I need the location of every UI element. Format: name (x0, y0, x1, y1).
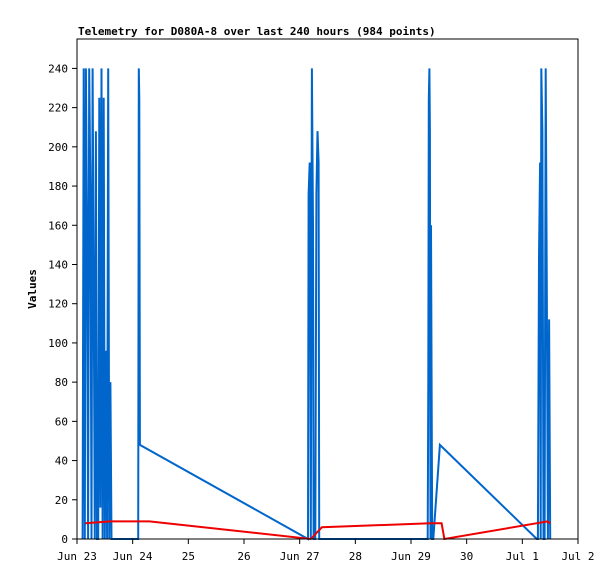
y-tick-label: 60 (55, 415, 68, 428)
x-tick-label: Jul 1 (506, 550, 539, 563)
x-axis: Jun 23 Jun 24 25 26 Jun 27 28 Jun 29 30 Jul 1 Jul… (57, 539, 595, 563)
series-line-1 (81, 68, 552, 541)
y-tick-label: 140 (48, 258, 68, 271)
y-tick-label: 100 (48, 337, 68, 350)
x-tick-label: 28 (349, 550, 362, 563)
y-axis-label: Values (26, 269, 39, 309)
x-tick-label: Jun 27 (280, 550, 320, 563)
x-tick-label: 25 (182, 550, 195, 563)
x-tick-label: Jul 2 (561, 550, 594, 563)
x-tick-label: 30 (460, 550, 473, 563)
x-tick-label: Jun 23 (57, 550, 97, 563)
x-tick-label: Jun 29 (391, 550, 431, 563)
chart-title: Telemetry for D080A-8 over last 240 hour… (78, 25, 436, 38)
series-layer (81, 68, 552, 541)
y-tick-label: 80 (55, 376, 68, 389)
y-tick-label: 0 (61, 533, 68, 546)
y-axis: 0 20 40 60 80 100 120 140 160 180 200 220 240 (48, 62, 77, 546)
y-tick-label: 20 (55, 494, 68, 507)
y-tick-label: 180 (48, 180, 68, 193)
x-tick-label: 26 (237, 550, 250, 563)
series-line-0 (85, 520, 551, 541)
y-tick-label: 240 (48, 62, 68, 75)
y-tick-label: 40 (55, 455, 68, 468)
plot-frame (76, 38, 579, 540)
y-tick-label: 220 (48, 102, 68, 115)
x-tick-label: Jun 24 (113, 550, 153, 563)
y-tick-label: 200 (48, 141, 68, 154)
y-tick-label: 160 (48, 219, 68, 232)
y-tick-label: 120 (48, 298, 68, 311)
